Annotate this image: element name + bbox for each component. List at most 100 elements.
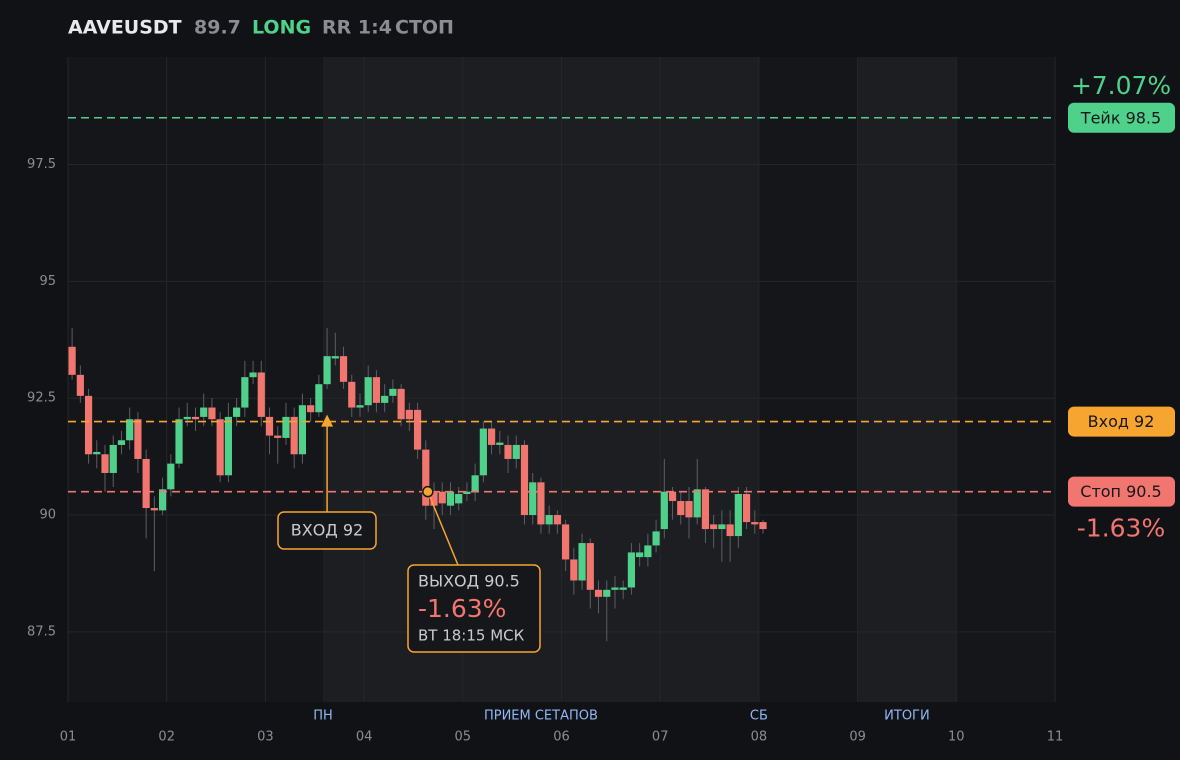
candle-body (224, 416, 232, 476)
exit-label: ВЫХОД 90.5 (418, 572, 520, 591)
x-tick-label: 08 (751, 730, 768, 745)
x-tick-label: 10 (948, 730, 965, 745)
candle-body (759, 522, 767, 530)
candle-body (578, 543, 586, 581)
entry-marker (321, 414, 334, 427)
candle-body (134, 419, 142, 459)
exit-connector (427, 491, 459, 566)
candle-body (356, 405, 364, 408)
candle-body (158, 489, 167, 511)
candle-body (742, 494, 751, 523)
candle-body (644, 545, 652, 558)
x-tick-label: 09 (849, 730, 866, 745)
candle-body (627, 552, 636, 588)
x-tick-label: 01 (60, 730, 77, 745)
level-badge (1068, 102, 1175, 133)
candle-body (512, 444, 520, 459)
exit-change: -1.63% (418, 594, 506, 623)
candle-body (208, 407, 216, 420)
exit-time: ВТ 18:15 МСК (418, 627, 525, 645)
candle-body (372, 377, 381, 403)
candle-body (175, 419, 183, 464)
candle-body (84, 395, 93, 455)
session-label: СБ (750, 709, 768, 724)
rr: RR 1:4 (322, 17, 392, 39)
candle-body (570, 559, 578, 581)
x-tick-label: 03 (257, 730, 274, 745)
candle-body (200, 407, 208, 417)
candle-body (438, 491, 446, 504)
candle-body (364, 377, 372, 406)
candle-body (183, 416, 191, 420)
exit-marker (422, 485, 434, 498)
candle-body (249, 372, 257, 378)
candle-body (348, 381, 356, 408)
candle-body (545, 515, 553, 525)
candle-body (150, 508, 158, 511)
candle-body (93, 451, 101, 455)
candle-body (463, 491, 471, 495)
session-region (857, 57, 957, 702)
candle-body (636, 552, 644, 558)
candle-body (611, 587, 619, 590)
session-label: ПН (313, 709, 333, 724)
candle-body (562, 524, 570, 560)
y-tick-label: 95 (39, 274, 56, 289)
session-label: ИТОГИ (884, 709, 930, 724)
y-tick-label: 90 (39, 508, 56, 523)
candle-body (520, 444, 529, 516)
candle-body (167, 463, 175, 490)
candle-body (290, 416, 298, 455)
candle-body (537, 482, 545, 525)
candle-body (265, 416, 274, 436)
candle-body (668, 491, 677, 502)
candle-body (471, 475, 479, 492)
level-change: +7.07% (1071, 71, 1171, 100)
level-change: -1.63% (1077, 514, 1165, 543)
candle-body (734, 494, 742, 537)
candle-body (553, 515, 561, 525)
candle-body (126, 419, 134, 441)
entry-box (277, 511, 377, 550)
side: LONG (252, 17, 311, 39)
y-tick-label: 92.5 (27, 391, 56, 406)
candle-body (586, 543, 594, 590)
candle-body (487, 428, 496, 445)
candle-body (430, 491, 438, 506)
candle-body (479, 428, 487, 476)
session-region (322, 57, 759, 702)
candle-body (504, 444, 512, 459)
candle-body (603, 589, 611, 597)
candle-body (241, 377, 249, 408)
candle-body (282, 416, 290, 438)
candle-body (76, 374, 84, 396)
level-badge (1068, 406, 1175, 437)
x-tick-label: 06 (553, 730, 570, 745)
candle-body (710, 524, 718, 530)
level-label: Вход 92 (1088, 412, 1155, 431)
candle-body (389, 388, 397, 396)
candle-body (405, 409, 413, 420)
candle-body (397, 388, 405, 420)
candle-body (693, 489, 701, 518)
candle-body (652, 531, 660, 546)
candle-body (660, 491, 668, 530)
candle-body (594, 589, 603, 597)
candle-body (191, 416, 200, 420)
candle-body (677, 501, 685, 516)
candle-body (455, 494, 463, 504)
level-badge (1068, 476, 1175, 507)
level-label: Тейк 98.5 (1080, 108, 1161, 127)
candle-body (701, 489, 710, 530)
candle-body (109, 444, 117, 473)
candle-body (529, 482, 537, 516)
candle-body (339, 356, 348, 382)
candle-body (685, 501, 693, 518)
candle-body (381, 395, 389, 403)
level-label: Стоп 90.5 (1080, 482, 1161, 501)
candle-body (315, 384, 323, 413)
x-tick-label: 04 (356, 730, 373, 745)
candle-body (619, 587, 627, 590)
candle-body (331, 356, 339, 359)
